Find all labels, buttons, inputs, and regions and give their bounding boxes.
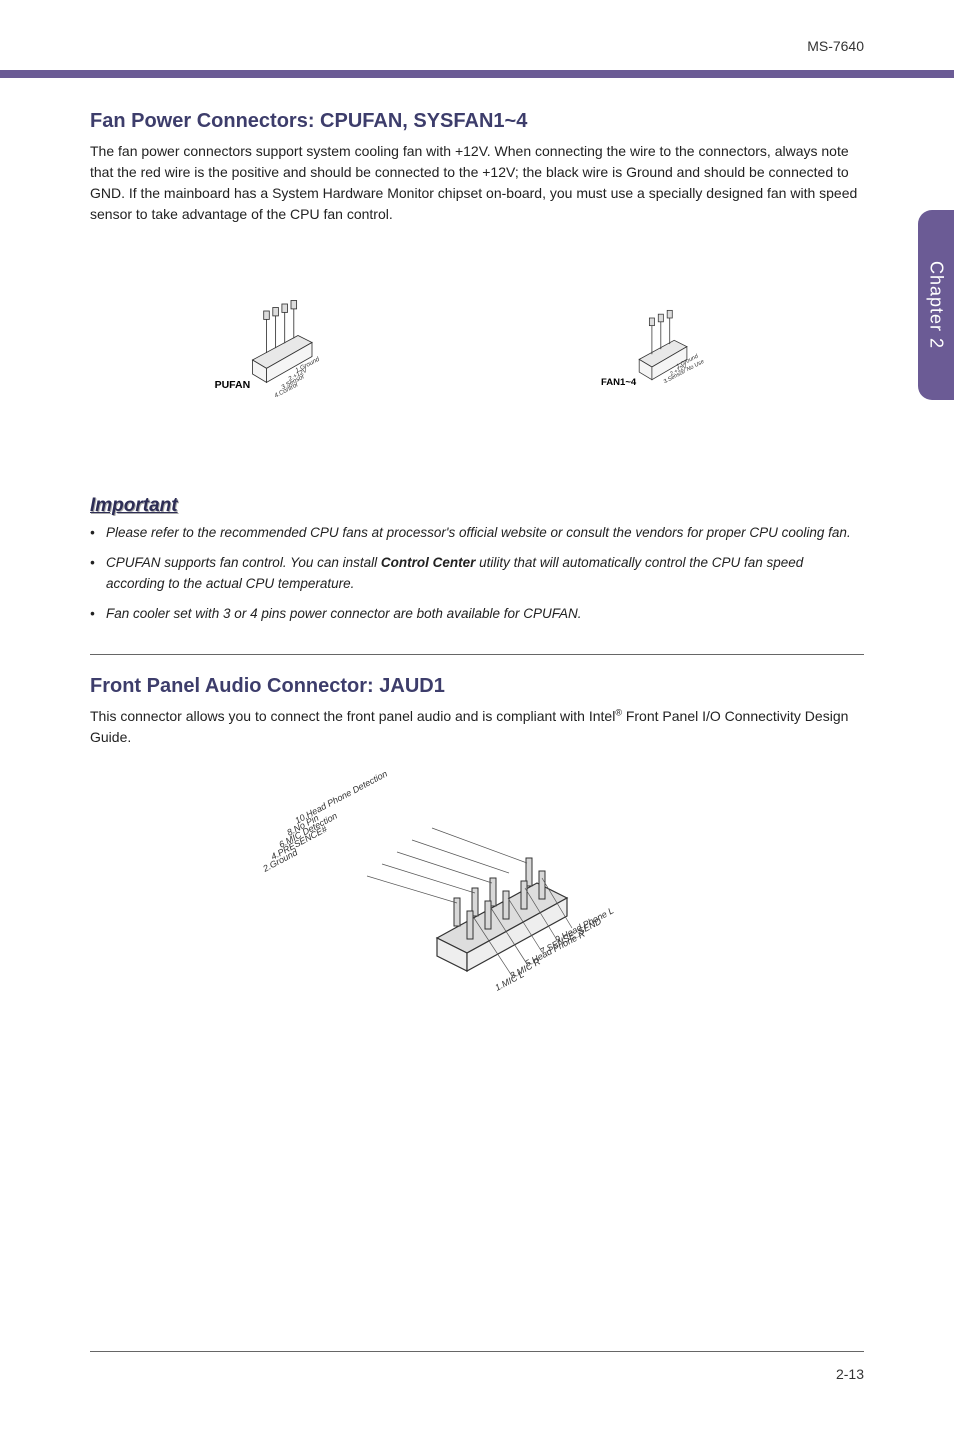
section1-body: The fan power connectors support system … [90, 141, 864, 225]
audio-connector-diagram: 10.Head Phone Detection 8.No Pin 6.MIC D… [90, 768, 864, 1028]
cpufan-label: CPUFAN [214, 379, 250, 391]
jaud1-connector-icon: 10.Head Phone Detection 8.No Pin 6.MIC D… [237, 768, 717, 1028]
bullet-item: Fan cooler set with 3 or 4 pins power co… [90, 604, 864, 624]
section2-title: Front Panel Audio Connector: JAUD1 [90, 675, 864, 698]
bullet-bold: Control Center [381, 555, 476, 570]
fan-connector-diagram: 1.Ground 2.+12V 3.Sensor 4.Control CPUFA… [90, 255, 864, 455]
bullet-text: Fan cooler set with 3 or 4 pins power co… [106, 606, 581, 621]
bullet-text: CPUFAN supports fan control. You can ins… [106, 555, 381, 570]
header-model: MS-7640 [807, 38, 864, 54]
top-divider [0, 70, 954, 78]
section-divider [90, 654, 864, 655]
sysfan-label: SYSFAN1~4 [601, 376, 637, 387]
page-number: 2-13 [836, 1366, 864, 1382]
chapter-label: Chapter 2 [926, 261, 947, 349]
registered-mark: ® [615, 707, 622, 717]
footer-divider [90, 1351, 864, 1352]
bullet-item: Please refer to the recommended CPU fans… [90, 523, 864, 543]
bullet-item: CPUFAN supports fan control. You can ins… [90, 553, 864, 594]
cpufan-block: 1.Ground 2.+12V 3.Sensor 4.Control CPUFA… [214, 283, 354, 428]
chapter-side-tab: Chapter 2 [918, 210, 954, 400]
important-bullets: Please refer to the recommended CPU fans… [90, 523, 864, 624]
section1-title: Fan Power Connectors: CPUFAN, SYSFAN1~4 [90, 110, 864, 133]
sysfan-connector-icon: 1.Ground 2.+12V 3.Sensor/ No Use SYSFAN1… [601, 283, 741, 423]
cpufan-connector-icon: 1.Ground 2.+12V 3.Sensor 4.Control CPUFA… [214, 283, 354, 423]
section2-body-pre: This connector allows you to connect the… [90, 708, 615, 724]
bullet-text: Please refer to the recommended CPU fans… [106, 525, 851, 540]
important-heading: Important [90, 495, 864, 517]
sysfan-block: 1.Ground 2.+12V 3.Sensor/ No Use SYSFAN1… [601, 283, 741, 428]
section2-body: This connector allows you to connect the… [90, 706, 864, 748]
